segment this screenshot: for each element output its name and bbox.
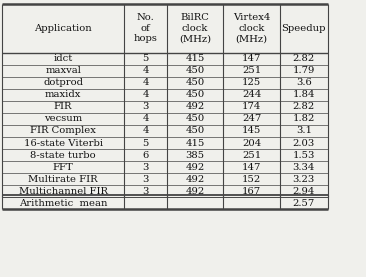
Text: 3: 3 bbox=[142, 163, 149, 171]
Text: 204: 204 bbox=[242, 138, 261, 147]
Text: 2.82: 2.82 bbox=[293, 54, 315, 63]
Text: Arithmetic  mean: Arithmetic mean bbox=[19, 199, 107, 208]
Text: 415: 415 bbox=[185, 138, 205, 147]
Text: 3: 3 bbox=[142, 175, 149, 184]
Text: FIR Complex: FIR Complex bbox=[30, 127, 96, 135]
Text: 1.84: 1.84 bbox=[292, 90, 315, 99]
Text: 1.53: 1.53 bbox=[292, 151, 315, 160]
Text: 3.34: 3.34 bbox=[292, 163, 315, 171]
Text: 174: 174 bbox=[242, 102, 261, 111]
Text: 1.82: 1.82 bbox=[292, 114, 315, 123]
Text: 152: 152 bbox=[242, 175, 261, 184]
Text: maxidx: maxidx bbox=[45, 90, 81, 99]
Text: 6: 6 bbox=[142, 151, 149, 160]
Text: 3: 3 bbox=[142, 187, 149, 196]
Text: 167: 167 bbox=[242, 187, 261, 196]
Text: maxval: maxval bbox=[45, 66, 81, 75]
Text: 244: 244 bbox=[242, 90, 261, 99]
Text: 5: 5 bbox=[142, 54, 149, 63]
Text: 147: 147 bbox=[242, 54, 261, 63]
Text: 492: 492 bbox=[185, 187, 205, 196]
Text: 251: 251 bbox=[242, 151, 261, 160]
Text: 16-state Viterbi: 16-state Viterbi bbox=[23, 138, 103, 147]
Text: Application: Application bbox=[34, 24, 92, 33]
Text: 492: 492 bbox=[185, 175, 205, 184]
Text: 4: 4 bbox=[142, 78, 149, 87]
Text: 385: 385 bbox=[185, 151, 205, 160]
Text: 125: 125 bbox=[242, 78, 261, 87]
Text: 4: 4 bbox=[142, 90, 149, 99]
Text: 3: 3 bbox=[142, 102, 149, 111]
Text: FFT: FFT bbox=[53, 163, 74, 171]
Text: 2.82: 2.82 bbox=[293, 102, 315, 111]
Text: 450: 450 bbox=[185, 90, 205, 99]
Text: 1.79: 1.79 bbox=[292, 66, 315, 75]
Text: 5: 5 bbox=[142, 138, 149, 147]
Text: 450: 450 bbox=[185, 127, 205, 135]
Text: 3.1: 3.1 bbox=[296, 127, 312, 135]
Text: 3.6: 3.6 bbox=[296, 78, 312, 87]
Text: 4: 4 bbox=[142, 66, 149, 75]
Text: 2.94: 2.94 bbox=[292, 187, 315, 196]
Text: 450: 450 bbox=[185, 66, 205, 75]
Text: Multichannel FIR: Multichannel FIR bbox=[19, 187, 108, 196]
Text: No.
of
hops: No. of hops bbox=[134, 14, 157, 43]
Text: 4: 4 bbox=[142, 114, 149, 123]
Text: 251: 251 bbox=[242, 66, 261, 75]
Text: 8-state turbo: 8-state turbo bbox=[30, 151, 96, 160]
Text: BilRC
clock
(MHz): BilRC clock (MHz) bbox=[179, 14, 211, 43]
Text: idct: idct bbox=[53, 54, 73, 63]
Text: vecsum: vecsum bbox=[44, 114, 82, 123]
Text: Virtex4
clock
(MHz): Virtex4 clock (MHz) bbox=[233, 14, 270, 43]
Text: 4: 4 bbox=[142, 127, 149, 135]
Text: 147: 147 bbox=[242, 163, 261, 171]
Text: 247: 247 bbox=[242, 114, 261, 123]
Text: 450: 450 bbox=[185, 78, 205, 87]
Text: 2.57: 2.57 bbox=[293, 199, 315, 208]
Text: 145: 145 bbox=[242, 127, 261, 135]
Text: 3.23: 3.23 bbox=[293, 175, 315, 184]
Text: dotprod: dotprod bbox=[43, 78, 83, 87]
Text: 415: 415 bbox=[185, 54, 205, 63]
Text: 450: 450 bbox=[185, 114, 205, 123]
Text: 2.03: 2.03 bbox=[293, 138, 315, 147]
Text: Multirate FIR: Multirate FIR bbox=[28, 175, 98, 184]
Text: 492: 492 bbox=[185, 163, 205, 171]
Text: 492: 492 bbox=[185, 102, 205, 111]
Text: Speedup: Speedup bbox=[281, 24, 326, 33]
Text: FIR: FIR bbox=[54, 102, 72, 111]
